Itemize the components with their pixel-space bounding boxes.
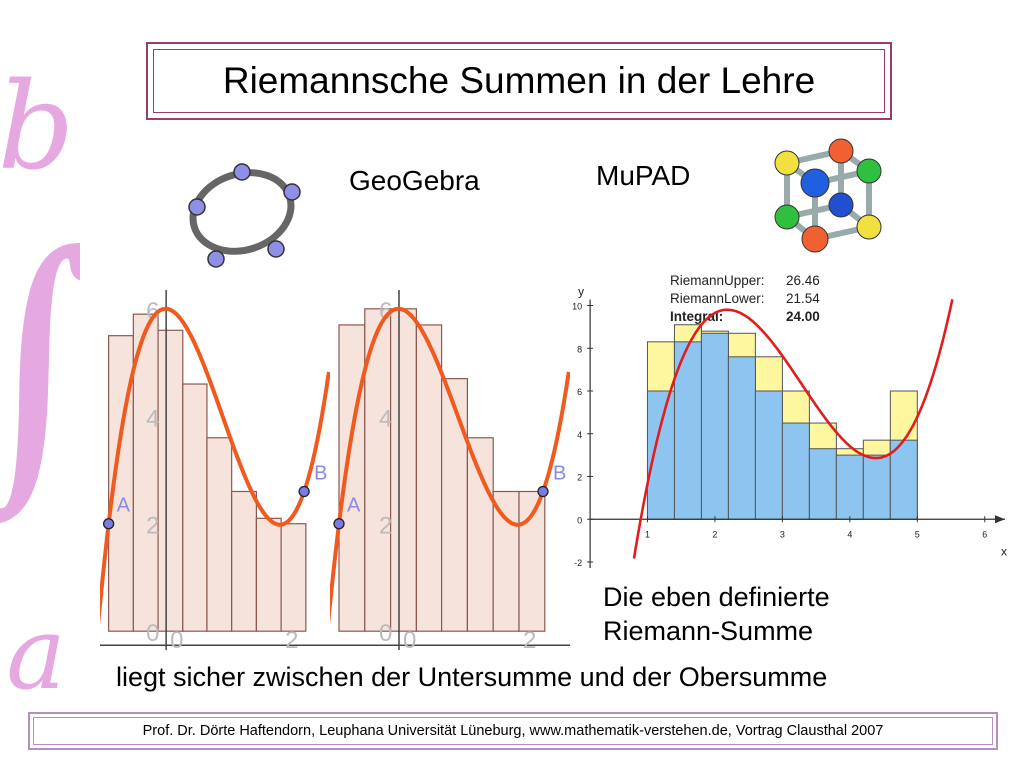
riemann-bar — [132, 313, 159, 632]
lower-sum-bar — [754, 390, 783, 520]
riemann-bar — [466, 437, 494, 632]
side-symbol-integral: ∫ — [0, 192, 80, 541]
x-tick-label: 2 — [712, 529, 717, 539]
lower-sum-bar — [673, 341, 702, 520]
riemann-bar — [415, 324, 443, 632]
y-tick-label: 2 — [146, 513, 159, 540]
caption-block: Die eben definierte Riemann-Summe — [603, 580, 830, 648]
info-line: Integral: 24.00 — [670, 309, 820, 324]
mupad-label: MuPAD — [596, 160, 691, 191]
y-tick-label: -2 — [574, 558, 582, 568]
riemann-bar — [338, 324, 366, 632]
riemann-bar — [231, 490, 258, 632]
lower-sum-bar — [889, 439, 918, 520]
function-curve — [100, 306, 330, 626]
lower-sum-bar — [862, 454, 891, 520]
riemann-bar — [389, 308, 417, 632]
point-a — [102, 518, 115, 530]
x-axis-arrow — [995, 515, 1005, 524]
riemann-bar — [255, 517, 282, 632]
lower-sum-bar — [727, 356, 756, 520]
lower-sum-bar — [646, 390, 675, 520]
title-frame: Riemannsche Summen in der Lehre — [146, 42, 892, 120]
riemann-bar — [364, 308, 392, 632]
geogebra-label: GeoGebra — [349, 165, 480, 196]
y-tick-label: 8 — [577, 344, 582, 354]
point-a — [333, 518, 345, 530]
x-tick-label: 4 — [847, 529, 852, 539]
x-tick-label: 1 — [645, 529, 650, 539]
lower-sum-bar — [700, 332, 729, 520]
caption-line-2: Riemann-Summe — [603, 616, 814, 646]
slide-title: Riemannsche Summen in der Lehre — [222, 60, 816, 101]
riemann-bar — [280, 523, 307, 632]
mupad-cube-logo-icon — [774, 138, 882, 253]
footer-inner-frame: Prof. Dr. Dörte Haftendorn, Leuphana Uni… — [33, 717, 993, 745]
riemann-bar — [440, 378, 468, 632]
point-label: A — [117, 495, 131, 517]
y-tick-label: 0 — [379, 620, 392, 647]
side-symbol-a: a — [6, 595, 66, 712]
x-tick-label: 6 — [982, 529, 987, 539]
x-tick-label: 2 — [523, 627, 536, 650]
function-curve — [632, 299, 954, 559]
x-tick-label: 0 — [170, 627, 183, 650]
y-tick-label: 10 — [572, 302, 582, 312]
x-tick-label: 3 — [780, 529, 785, 539]
caption-line-3: liegt sicher zwischen der Untersumme und… — [116, 662, 828, 692]
y-tick-label: 2 — [379, 513, 392, 540]
y-tick-label: 6 — [577, 387, 582, 397]
y-tick-label: 0 — [577, 515, 582, 525]
function-curve — [330, 306, 570, 625]
info-line: RiemannLower: 21.54 — [670, 291, 820, 306]
title-inner-frame: Riemannsche Summen in der Lehre — [153, 49, 885, 113]
lower-sum-bar — [808, 448, 837, 520]
point-label: A — [347, 495, 361, 517]
riemann-bar — [492, 490, 520, 632]
y-tick-label: 4 — [577, 430, 582, 440]
point-b — [298, 485, 310, 498]
mupad-chart: RiemannUpper: 26.46 RiemannLower: 21.54 Inte… — [572, 273, 1007, 568]
side-symbol-b: b — [0, 58, 74, 197]
riemann-bar — [182, 383, 208, 632]
riemann-bar — [206, 437, 233, 632]
y-tick-label: 4 — [146, 405, 159, 432]
x-axis-label: x — [1001, 544, 1007, 558]
footer-frame: Prof. Dr. Dörte Haftendorn, Leuphana Uni… — [28, 712, 998, 750]
x-tick-label: 2 — [285, 627, 298, 650]
geogebra-logo-icon — [188, 163, 301, 268]
riemann-bar — [157, 329, 184, 632]
y-tick-label: 4 — [379, 405, 392, 432]
point-b — [537, 485, 549, 498]
info-line: RiemannUpper: 26.46 — [670, 273, 820, 288]
y-tick-label: 0 — [146, 620, 159, 647]
x-tick-label: 0 — [403, 627, 416, 650]
footer-text: Prof. Dr. Dörte Haftendorn, Leuphana Uni… — [142, 723, 884, 739]
y-tick-label: 6 — [146, 298, 159, 325]
side-decoration: b ∫ a — [0, 58, 80, 712]
lower-sum-bar — [781, 422, 810, 520]
y-axis-label: y — [578, 285, 584, 299]
lower-sum-bar — [835, 454, 864, 520]
y-tick-label: 2 — [577, 473, 582, 483]
caption-line-1: Die eben definierte — [603, 582, 830, 612]
point-label: B — [314, 462, 327, 484]
point-label: B — [553, 462, 566, 484]
x-tick-label: 5 — [915, 529, 920, 539]
